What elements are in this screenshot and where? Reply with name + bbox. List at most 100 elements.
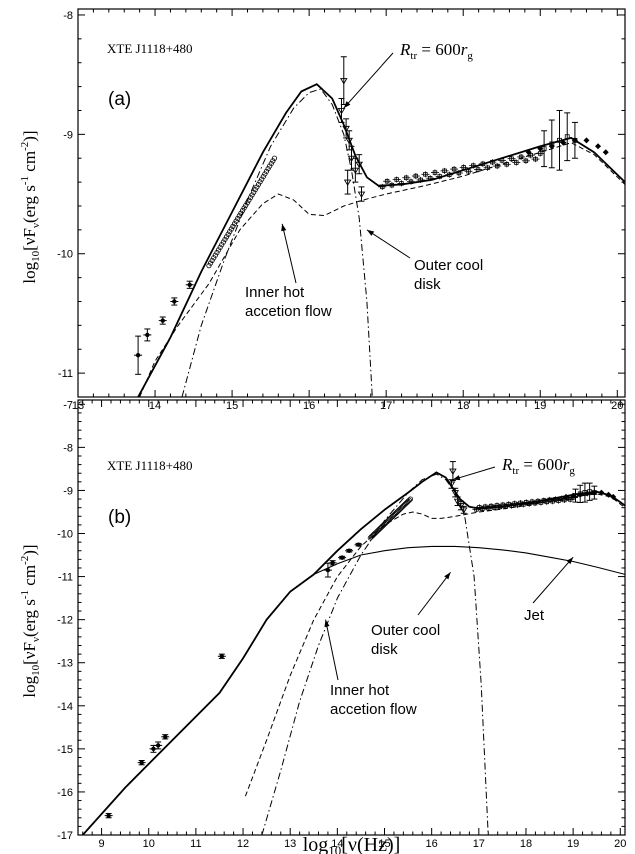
uv-triangle bbox=[347, 155, 356, 163]
optical-uv-circle bbox=[209, 257, 215, 264]
ir-point bbox=[325, 567, 331, 573]
x-axis-label: log10[ν(Hz)] bbox=[303, 834, 401, 854]
optical-uv-circle bbox=[219, 242, 225, 248]
annotation-outer-line: Outer cool bbox=[414, 257, 483, 274]
xray-square bbox=[442, 168, 447, 174]
xray-square bbox=[389, 182, 395, 188]
y-tick-label: -16 bbox=[57, 787, 73, 799]
ir-point bbox=[356, 542, 361, 547]
optical-uv-circle bbox=[406, 497, 412, 503]
gamma-diamond bbox=[595, 143, 602, 150]
optical-uv-circle bbox=[239, 208, 246, 214]
uv-triangle bbox=[449, 468, 457, 475]
plot-area bbox=[82, 461, 625, 835]
annotation-rg: r bbox=[563, 455, 570, 474]
panel-label: (a) bbox=[108, 89, 131, 110]
annotation-inner-line: Inner hot bbox=[245, 284, 305, 301]
model-curve-inner_flow bbox=[139, 142, 625, 397]
ir-point bbox=[346, 548, 352, 553]
optical-uv-circle bbox=[215, 247, 222, 253]
uv-triangle bbox=[451, 490, 460, 497]
gamma-diamond bbox=[598, 489, 605, 496]
optical-uv-circle bbox=[227, 229, 233, 235]
xray-square bbox=[475, 167, 481, 172]
uv-triangle bbox=[337, 108, 346, 115]
y-label-sub10: 10 bbox=[30, 664, 42, 676]
gamma-diamond bbox=[584, 490, 591, 497]
gamma-diamond bbox=[548, 143, 555, 150]
hard-xray-point bbox=[557, 137, 562, 143]
x-label-log: log bbox=[303, 834, 329, 854]
annotation-arrowhead-jet bbox=[566, 557, 574, 565]
annotation-arrowhead-outer bbox=[444, 572, 451, 580]
optical-uv-circle bbox=[207, 260, 214, 266]
uv-triangle bbox=[357, 191, 366, 198]
optical-uv-circle bbox=[259, 176, 265, 182]
annotation-inner-line: accetion flow bbox=[245, 303, 332, 320]
optical-uv-circle bbox=[212, 252, 218, 258]
uv-triangle bbox=[453, 498, 462, 506]
y-tick-label: -8 bbox=[63, 442, 73, 454]
y-label-exp-cm: -2 bbox=[19, 556, 31, 565]
x-tick-label: 16 bbox=[426, 838, 438, 850]
annotation-r: R bbox=[501, 455, 513, 474]
optical-uv-circle bbox=[268, 160, 274, 167]
xray-square bbox=[533, 156, 538, 162]
optical-uv-circle bbox=[223, 234, 230, 240]
optical-uv-circle bbox=[255, 181, 262, 188]
gamma-diamond bbox=[591, 489, 598, 496]
annotation-arrow-rtr bbox=[343, 52, 394, 109]
radio-point bbox=[155, 743, 161, 748]
optical-uv-circle bbox=[235, 215, 241, 222]
gamma-diamond bbox=[570, 492, 577, 499]
y-label-log: log bbox=[20, 675, 39, 697]
xray-square bbox=[437, 174, 442, 179]
y-tick-label: -14 bbox=[57, 701, 73, 713]
xray-square bbox=[447, 172, 452, 177]
annotation-arrowhead-outer bbox=[366, 229, 375, 236]
x-tick-label: 15 bbox=[378, 838, 390, 850]
uv-triangle bbox=[345, 137, 353, 145]
y-tick-label: -17 bbox=[57, 830, 73, 842]
optical-uv-circle bbox=[225, 231, 231, 237]
y-tick-label: -7 bbox=[63, 399, 73, 411]
annotation-outer-line: Outer cool bbox=[371, 622, 440, 639]
y-label-cm: cm bbox=[20, 565, 39, 590]
annotation-arrow-outer bbox=[417, 571, 451, 616]
xray-square bbox=[456, 170, 462, 176]
uv-triangle bbox=[447, 481, 456, 488]
y-label-log: log bbox=[20, 261, 39, 283]
x-tick-label: 10 bbox=[143, 838, 155, 850]
x-tick-label: 12 bbox=[237, 838, 249, 850]
optical-uv-circle bbox=[244, 200, 250, 206]
xray-square bbox=[380, 184, 385, 190]
model-curve-outer_disk bbox=[261, 473, 489, 835]
annotation-r-sub: tr bbox=[410, 50, 417, 62]
model-curve-jet bbox=[313, 545, 625, 575]
optical-uv-circle bbox=[228, 226, 234, 232]
optical-uv-circle bbox=[249, 192, 255, 198]
model-curve-inner_flow bbox=[244, 493, 625, 797]
y-label-unit: (erg s bbox=[20, 185, 39, 223]
xray-square bbox=[399, 181, 404, 186]
gamma-diamond bbox=[610, 493, 617, 500]
y-tick-label: -13 bbox=[57, 658, 73, 670]
annotation-arrowhead-inner bbox=[324, 619, 330, 628]
uv-triangle bbox=[355, 161, 363, 169]
xray-square bbox=[514, 160, 519, 165]
x-tick-label: 17 bbox=[380, 400, 392, 412]
gamma-diamond bbox=[560, 139, 567, 146]
optical-uv-circle bbox=[233, 218, 239, 224]
annotation-arrow-rtr bbox=[452, 466, 496, 481]
optical-uv-circle bbox=[246, 197, 252, 203]
annotation-rg: r bbox=[461, 40, 468, 59]
ir-point bbox=[160, 318, 165, 323]
gamma-diamond bbox=[571, 137, 578, 144]
panel-b: 9 10 11 12 13 14 15 16 17 18 19 20 -17 -16 -15 -14 -13 -1… bbox=[19, 399, 626, 854]
xray-square bbox=[523, 158, 529, 164]
x-tick-label: 19 bbox=[534, 400, 546, 412]
xray-square bbox=[518, 154, 524, 160]
optical-uv-circle bbox=[267, 163, 273, 169]
y-label-close: )] bbox=[20, 130, 39, 141]
uv-triangle bbox=[351, 167, 360, 175]
